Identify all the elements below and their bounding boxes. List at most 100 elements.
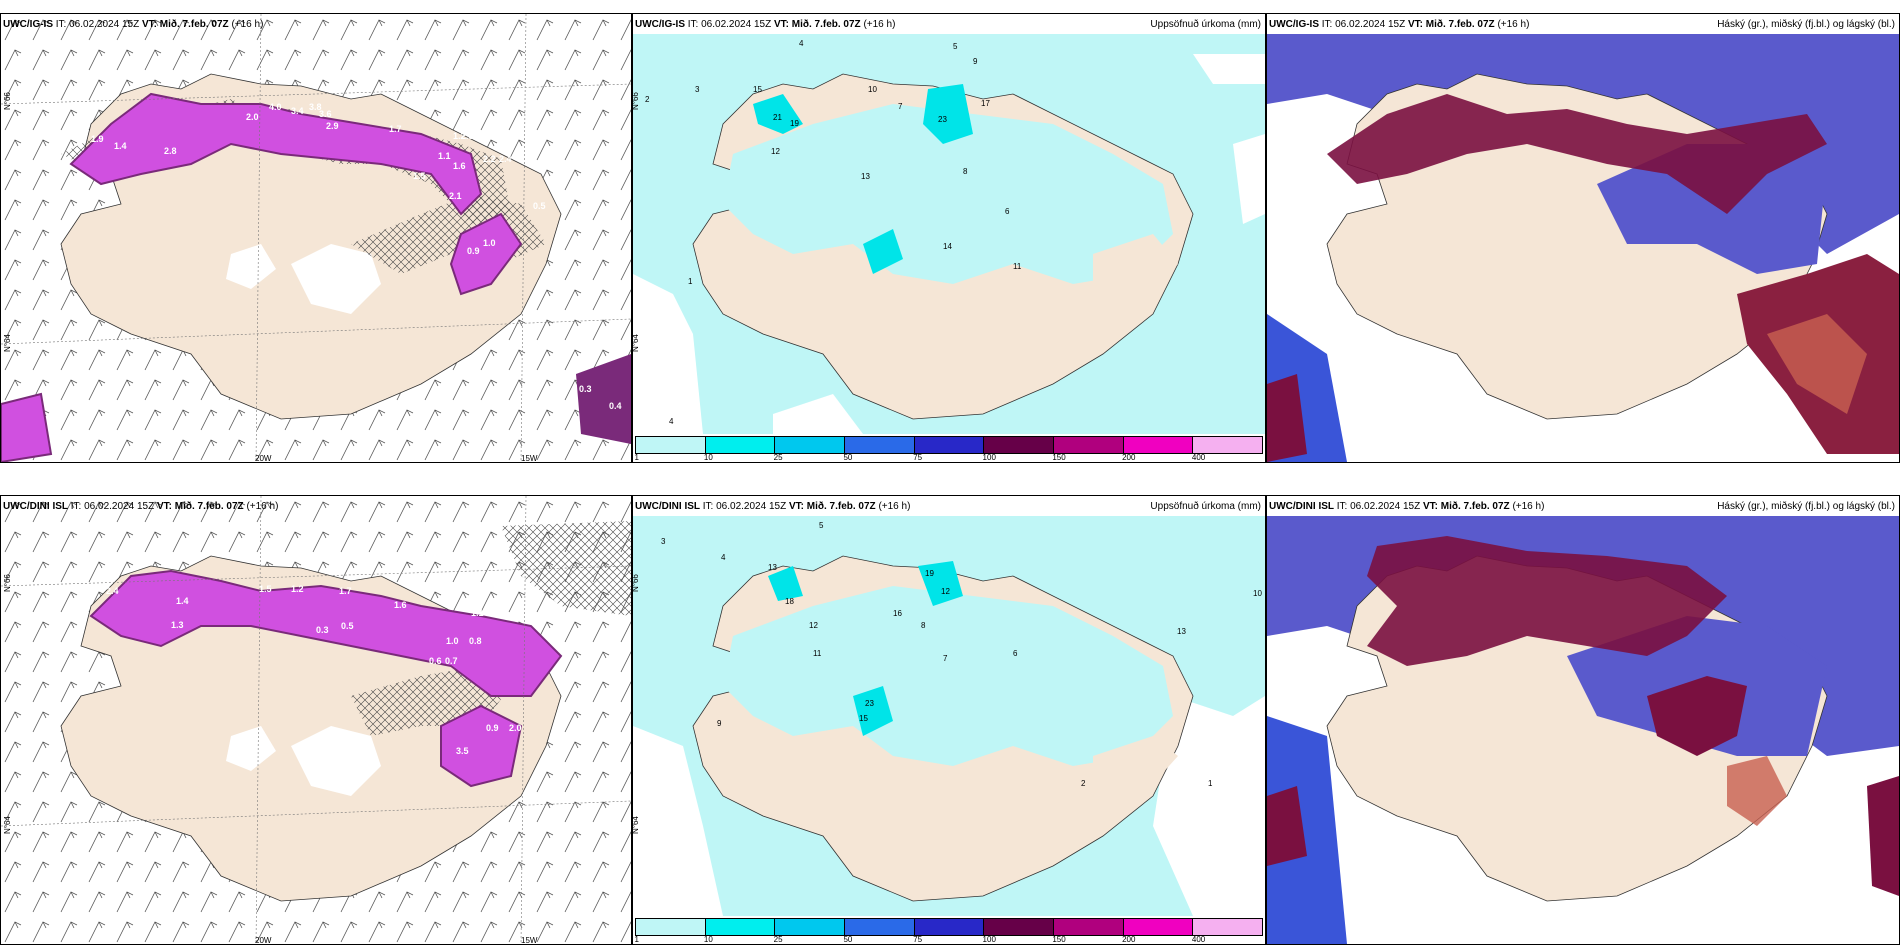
panel-snow-igis: UWC/IG-IS IT: 06.02.2024 15Z VT: Mið. 7.… bbox=[0, 13, 632, 463]
lat-label: N°64 bbox=[3, 334, 12, 352]
snow-label: 1.5 bbox=[259, 584, 272, 594]
high-cloud-band bbox=[1367, 536, 1727, 666]
legend-tick: 10 bbox=[703, 453, 713, 462]
precip-label: 15 bbox=[753, 85, 762, 94]
lead-time: (+16 h) bbox=[231, 19, 264, 30]
lat-label: N°66 bbox=[3, 574, 12, 592]
legend-swatch bbox=[705, 919, 776, 935]
legend-swatch bbox=[845, 919, 915, 935]
snow-label: 2.8 bbox=[164, 146, 177, 156]
panel-subtitle: Uppsöfnuð úrkoma (mm) bbox=[1150, 501, 1261, 512]
it-label: IT: bbox=[687, 19, 699, 30]
cloud-map bbox=[1267, 34, 1899, 462]
snow-label: 1.9 bbox=[91, 134, 104, 144]
snow-label: 3.8 bbox=[309, 102, 322, 112]
snow-label: 3.6 bbox=[319, 109, 332, 119]
precip-label: 7 bbox=[943, 654, 948, 663]
model-name: UWC/DINI ISL bbox=[635, 501, 700, 512]
cloud-map bbox=[1267, 516, 1899, 944]
snow-label: 1.4 bbox=[176, 596, 189, 606]
precip-label: 4 bbox=[721, 553, 726, 562]
precip-label: 9 bbox=[717, 719, 722, 728]
snow-label: 1.3 bbox=[171, 620, 184, 630]
panel-precip-igis: UWC/IG-IS IT: 06.02.2024 15Z VT: Mið. 7.… bbox=[632, 13, 1266, 463]
lead-time: (+16 h) bbox=[1497, 19, 1530, 30]
snow-label: 2.1 bbox=[449, 191, 462, 201]
panel-snow-dini: UWC/DINI ISL IT: 06.02.2024 15Z VT: Mið.… bbox=[0, 495, 632, 945]
precip-label: 13 bbox=[861, 172, 870, 181]
it-value: 06.02.2024 15Z bbox=[84, 501, 155, 512]
precip-label: 9 bbox=[973, 57, 978, 66]
it-label: IT: bbox=[702, 501, 714, 512]
legend-swatch bbox=[636, 437, 706, 453]
precip-legend: 1 10 25 50 75 100 150 200 400 bbox=[635, 436, 1263, 462]
legend-swatches bbox=[635, 918, 1263, 936]
it-label: IT: bbox=[55, 19, 67, 30]
precip-label: 13 bbox=[1177, 627, 1186, 636]
legend-swatch bbox=[1123, 919, 1194, 935]
snow-label: 2.5 bbox=[461, 131, 474, 141]
precip-label: 13 bbox=[768, 563, 777, 572]
precip-label: 10 bbox=[1253, 589, 1262, 598]
precip-label: 12 bbox=[941, 587, 950, 596]
snow-label: 1.2 bbox=[453, 131, 466, 141]
lat-label: N°64 bbox=[632, 816, 640, 834]
snow-label: 0.8 bbox=[469, 636, 482, 646]
vt-label: VT: Mið. 7.feb. 07Z bbox=[141, 19, 229, 30]
it-value: 06.02.2024 15Z bbox=[716, 501, 787, 512]
legend-swatch bbox=[914, 919, 985, 935]
precip-map: 5 3 13 12 18 19 16 23 15 7 8 12 13 9 6 1… bbox=[633, 516, 1265, 916]
precip-label: 14 bbox=[943, 242, 952, 251]
it-value: 06.02.2024 15Z bbox=[701, 19, 772, 30]
precip-label: 1 bbox=[1208, 779, 1213, 788]
model-name: UWC/IG-IS bbox=[3, 19, 53, 30]
precip-label: 1 bbox=[688, 277, 693, 286]
precip-label: 11 bbox=[1013, 262, 1022, 271]
precip-legend: 1 10 25 50 75 100 150 200 400 bbox=[635, 918, 1263, 944]
precip-map: 4 5 9 2 3 10 7 23 21 19 15 13 17 12 8 6 … bbox=[633, 34, 1265, 434]
precip-label: 3 bbox=[695, 85, 700, 94]
legend-tick: 200 bbox=[1122, 453, 1136, 462]
snow-label: 1.2 bbox=[291, 584, 304, 594]
legend-tick: 100 bbox=[982, 935, 996, 944]
model-name: UWC/IG-IS bbox=[1269, 19, 1319, 30]
snow-band-east bbox=[440, 704, 523, 788]
precip-label: 21 bbox=[773, 113, 782, 122]
vt-label: VT: Mið. 7.feb. 07Z bbox=[1407, 19, 1495, 30]
precip-label: 15 bbox=[859, 714, 868, 723]
legend-tick: 10 bbox=[703, 935, 713, 944]
snow-label: 1.0 bbox=[446, 636, 459, 646]
legend-tick: 100 bbox=[982, 453, 996, 462]
lon-label: 20W bbox=[255, 454, 272, 463]
snow-label: 2.9 bbox=[326, 121, 339, 131]
panel-title: UWC/IG-IS IT: 06.02.2024 15Z VT: Mið. 7.… bbox=[1269, 19, 1529, 30]
legend-swatch bbox=[1193, 437, 1263, 453]
snow-label: 0.3 bbox=[579, 384, 592, 394]
snow-label: 0.9 bbox=[467, 246, 480, 256]
model-name: UWC/IG-IS bbox=[635, 19, 685, 30]
it-label: IT: bbox=[1321, 19, 1333, 30]
panel-title: UWC/IG-IS IT: 06.02.2024 15Z VT: Mið. 7.… bbox=[635, 19, 895, 30]
snow-label: 2.2 bbox=[483, 154, 496, 164]
snow-label: 0.4 bbox=[609, 401, 622, 411]
precip-label: 4 bbox=[799, 39, 804, 48]
precip-label: 11 bbox=[813, 649, 822, 658]
precip-label: 5 bbox=[953, 42, 958, 51]
precip-label: 18 bbox=[785, 597, 794, 606]
snow-label: 1.6 bbox=[394, 600, 407, 610]
precip-label: 12 bbox=[771, 147, 780, 156]
snow-label: 3.5 bbox=[456, 746, 469, 756]
precip-label: 6 bbox=[1005, 207, 1010, 216]
precip-label: 3 bbox=[661, 537, 666, 546]
lat-label: N°64 bbox=[632, 334, 640, 352]
snow-band-north bbox=[69, 92, 483, 216]
precip-label: 2 bbox=[645, 95, 650, 104]
snow-label: 2.0 bbox=[509, 723, 522, 733]
lat-label: N°66 bbox=[632, 574, 640, 592]
precip-label: 17 bbox=[981, 99, 990, 108]
panel-title: UWC/DINI ISL IT: 06.02.2024 15Z VT: Mið.… bbox=[635, 501, 910, 512]
panel-clouds-igis: UWC/IG-IS IT: 06.02.2024 15Z VT: Mið. 7.… bbox=[1266, 13, 1900, 463]
legend-swatch bbox=[1123, 437, 1194, 453]
snow-label: 0.3 bbox=[316, 625, 329, 635]
legend-tick: 50 bbox=[843, 935, 853, 944]
